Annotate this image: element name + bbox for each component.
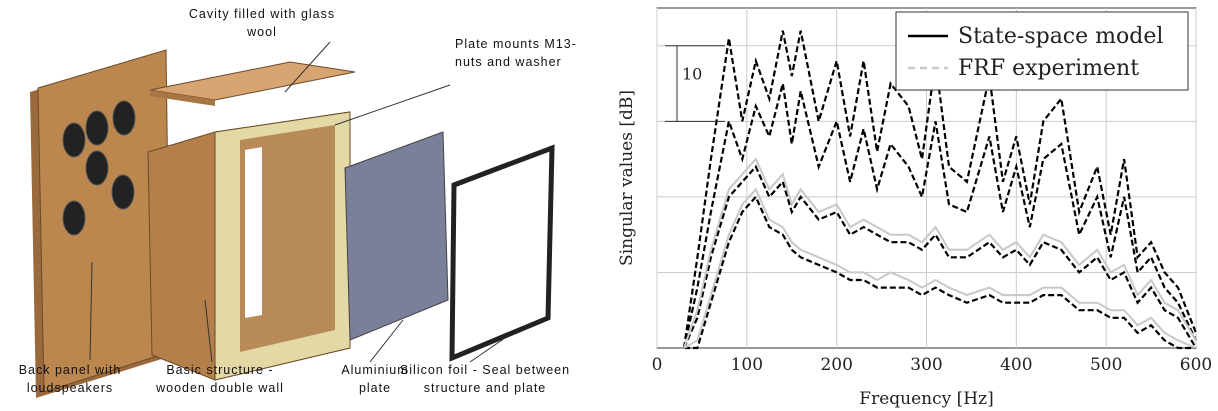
x-tick-label: 0	[652, 355, 663, 375]
diagram-label: Plate mounts M13-	[455, 37, 577, 51]
lid	[150, 62, 355, 100]
aluminium-plate	[345, 132, 448, 340]
box-opening	[245, 147, 262, 318]
series-line	[684, 84, 1196, 348]
y-axis-label: Singular values [dB]	[617, 90, 637, 266]
diagram-label: Back panel with	[19, 363, 122, 377]
x-tick-label: 300	[910, 355, 942, 375]
x-tick-label: 200	[820, 355, 852, 375]
diagram-label: nuts and washer	[455, 55, 562, 69]
diagram-label: loudspeakers	[27, 381, 113, 395]
diagram-label: Basic structure -	[166, 363, 273, 377]
diagram-label: Silicon foil - Seal between	[400, 363, 570, 377]
annotation-text: 10	[682, 65, 702, 84]
x-tick-label: 600	[1180, 355, 1212, 375]
legend-label: State-space model	[958, 24, 1163, 49]
diagram-label: wooden double wall	[155, 381, 284, 395]
series-line	[684, 159, 1196, 348]
x-tick-label: 100	[731, 355, 763, 375]
diagram-label: plate	[359, 381, 391, 395]
silicon-foil	[452, 148, 552, 358]
x-tick-label: 500	[1090, 355, 1122, 375]
diagram-label: Aluminium	[341, 363, 408, 377]
diagram-label: structure and plate	[424, 381, 547, 395]
x-tick-label: 400	[1000, 355, 1032, 375]
diagram-label: wool	[246, 25, 277, 39]
series-line	[684, 167, 1196, 348]
exploded-diagram	[30, 42, 552, 398]
diagram-label: Cavity filled with glass	[189, 7, 335, 21]
legend-label: FRF experiment	[958, 56, 1139, 81]
figure: Cavity filled with glass wool Plate mounts…	[0, 0, 1218, 411]
x-axis-label: Frequency [Hz]	[859, 389, 993, 409]
